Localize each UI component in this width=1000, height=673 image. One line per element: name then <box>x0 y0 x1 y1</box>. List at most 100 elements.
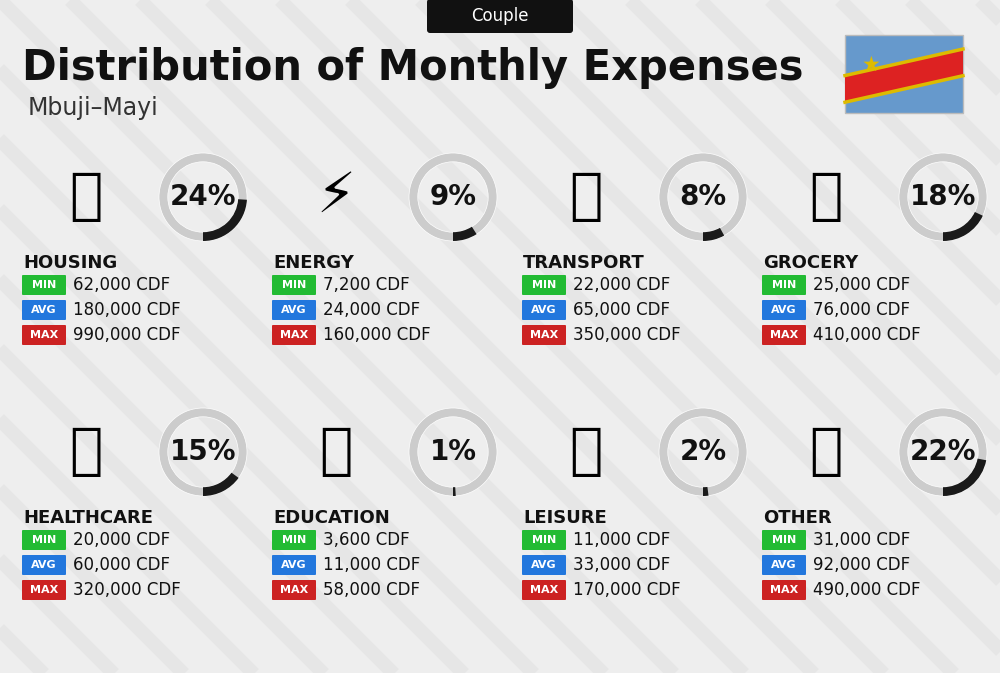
Text: MAX: MAX <box>770 330 798 340</box>
Text: 11,000 CDF: 11,000 CDF <box>573 531 670 549</box>
Text: ENERGY: ENERGY <box>273 254 354 272</box>
Text: 62,000 CDF: 62,000 CDF <box>73 276 170 294</box>
Text: AVG: AVG <box>531 305 557 315</box>
Text: 18%: 18% <box>910 183 976 211</box>
Text: MIN: MIN <box>32 280 56 290</box>
FancyBboxPatch shape <box>762 530 806 550</box>
FancyBboxPatch shape <box>22 580 66 600</box>
Text: 170,000 CDF: 170,000 CDF <box>573 581 681 599</box>
Text: MAX: MAX <box>280 585 308 595</box>
Text: MIN: MIN <box>282 280 306 290</box>
Text: 🏢: 🏢 <box>69 170 103 224</box>
Text: AVG: AVG <box>531 560 557 570</box>
Text: 24%: 24% <box>170 183 236 211</box>
FancyBboxPatch shape <box>522 325 566 345</box>
Wedge shape <box>203 199 247 241</box>
Text: ★: ★ <box>862 55 880 75</box>
FancyBboxPatch shape <box>522 275 566 295</box>
Text: 15%: 15% <box>170 438 236 466</box>
Text: 🎓: 🎓 <box>319 425 353 479</box>
Text: MAX: MAX <box>530 585 558 595</box>
Text: MIN: MIN <box>772 280 796 290</box>
Text: MIN: MIN <box>532 280 556 290</box>
FancyBboxPatch shape <box>22 275 66 295</box>
Text: GROCERY: GROCERY <box>763 254 858 272</box>
Polygon shape <box>845 49 963 102</box>
FancyBboxPatch shape <box>272 275 316 295</box>
Text: HEALTHCARE: HEALTHCARE <box>23 509 153 527</box>
Text: ⚡: ⚡ <box>316 170 356 224</box>
FancyBboxPatch shape <box>522 555 566 575</box>
Text: LEISURE: LEISURE <box>523 509 607 527</box>
FancyBboxPatch shape <box>272 300 316 320</box>
Text: 22,000 CDF: 22,000 CDF <box>573 276 670 294</box>
Text: 31,000 CDF: 31,000 CDF <box>813 531 910 549</box>
Text: 33,000 CDF: 33,000 CDF <box>573 556 670 574</box>
Wedge shape <box>659 153 747 241</box>
Text: AVG: AVG <box>771 305 797 315</box>
FancyBboxPatch shape <box>762 555 806 575</box>
Wedge shape <box>659 408 747 496</box>
Text: 👜: 👜 <box>809 425 843 479</box>
FancyBboxPatch shape <box>845 35 963 113</box>
Text: 990,000 CDF: 990,000 CDF <box>73 326 180 344</box>
FancyBboxPatch shape <box>22 555 66 575</box>
Wedge shape <box>943 212 983 241</box>
Wedge shape <box>453 227 477 241</box>
Wedge shape <box>409 408 497 496</box>
Text: 25,000 CDF: 25,000 CDF <box>813 276 910 294</box>
Text: MAX: MAX <box>280 330 308 340</box>
Text: 76,000 CDF: 76,000 CDF <box>813 301 910 319</box>
Text: AVG: AVG <box>771 560 797 570</box>
FancyBboxPatch shape <box>22 530 66 550</box>
Text: 320,000 CDF: 320,000 CDF <box>73 581 181 599</box>
Wedge shape <box>159 408 247 496</box>
Text: 8%: 8% <box>679 183 727 211</box>
Text: 490,000 CDF: 490,000 CDF <box>813 581 920 599</box>
Text: 22%: 22% <box>910 438 976 466</box>
Text: 1%: 1% <box>430 438 477 466</box>
Text: AVG: AVG <box>31 560 57 570</box>
Wedge shape <box>899 153 987 241</box>
Text: 20,000 CDF: 20,000 CDF <box>73 531 170 549</box>
Text: 65,000 CDF: 65,000 CDF <box>573 301 670 319</box>
FancyBboxPatch shape <box>522 530 566 550</box>
Text: MAX: MAX <box>530 330 558 340</box>
Text: 7,200 CDF: 7,200 CDF <box>323 276 410 294</box>
Wedge shape <box>409 153 497 241</box>
FancyBboxPatch shape <box>522 300 566 320</box>
Text: MIN: MIN <box>772 535 796 545</box>
FancyBboxPatch shape <box>272 530 316 550</box>
Text: 9%: 9% <box>430 183 477 211</box>
Wedge shape <box>203 472 239 496</box>
Text: AVG: AVG <box>31 305 57 315</box>
Wedge shape <box>703 487 709 496</box>
FancyBboxPatch shape <box>762 275 806 295</box>
Text: OTHER: OTHER <box>763 509 832 527</box>
Text: MIN: MIN <box>282 535 306 545</box>
FancyBboxPatch shape <box>762 300 806 320</box>
Text: 💗: 💗 <box>69 425 103 479</box>
Text: 58,000 CDF: 58,000 CDF <box>323 581 420 599</box>
FancyBboxPatch shape <box>272 325 316 345</box>
FancyBboxPatch shape <box>762 325 806 345</box>
FancyBboxPatch shape <box>22 325 66 345</box>
Text: 350,000 CDF: 350,000 CDF <box>573 326 681 344</box>
Text: 92,000 CDF: 92,000 CDF <box>813 556 910 574</box>
Wedge shape <box>159 153 247 241</box>
Wedge shape <box>453 487 456 496</box>
FancyBboxPatch shape <box>272 580 316 600</box>
Text: 2%: 2% <box>679 438 727 466</box>
FancyBboxPatch shape <box>272 555 316 575</box>
FancyBboxPatch shape <box>762 580 806 600</box>
Text: MAX: MAX <box>770 585 798 595</box>
Text: 24,000 CDF: 24,000 CDF <box>323 301 420 319</box>
Text: HOUSING: HOUSING <box>23 254 117 272</box>
Wedge shape <box>943 458 986 496</box>
Text: Couple: Couple <box>471 7 529 25</box>
Text: Mbuji–Mayi: Mbuji–Mayi <box>28 96 159 120</box>
Text: MIN: MIN <box>532 535 556 545</box>
Text: 180,000 CDF: 180,000 CDF <box>73 301 181 319</box>
Text: 60,000 CDF: 60,000 CDF <box>73 556 170 574</box>
Text: TRANSPORT: TRANSPORT <box>523 254 645 272</box>
